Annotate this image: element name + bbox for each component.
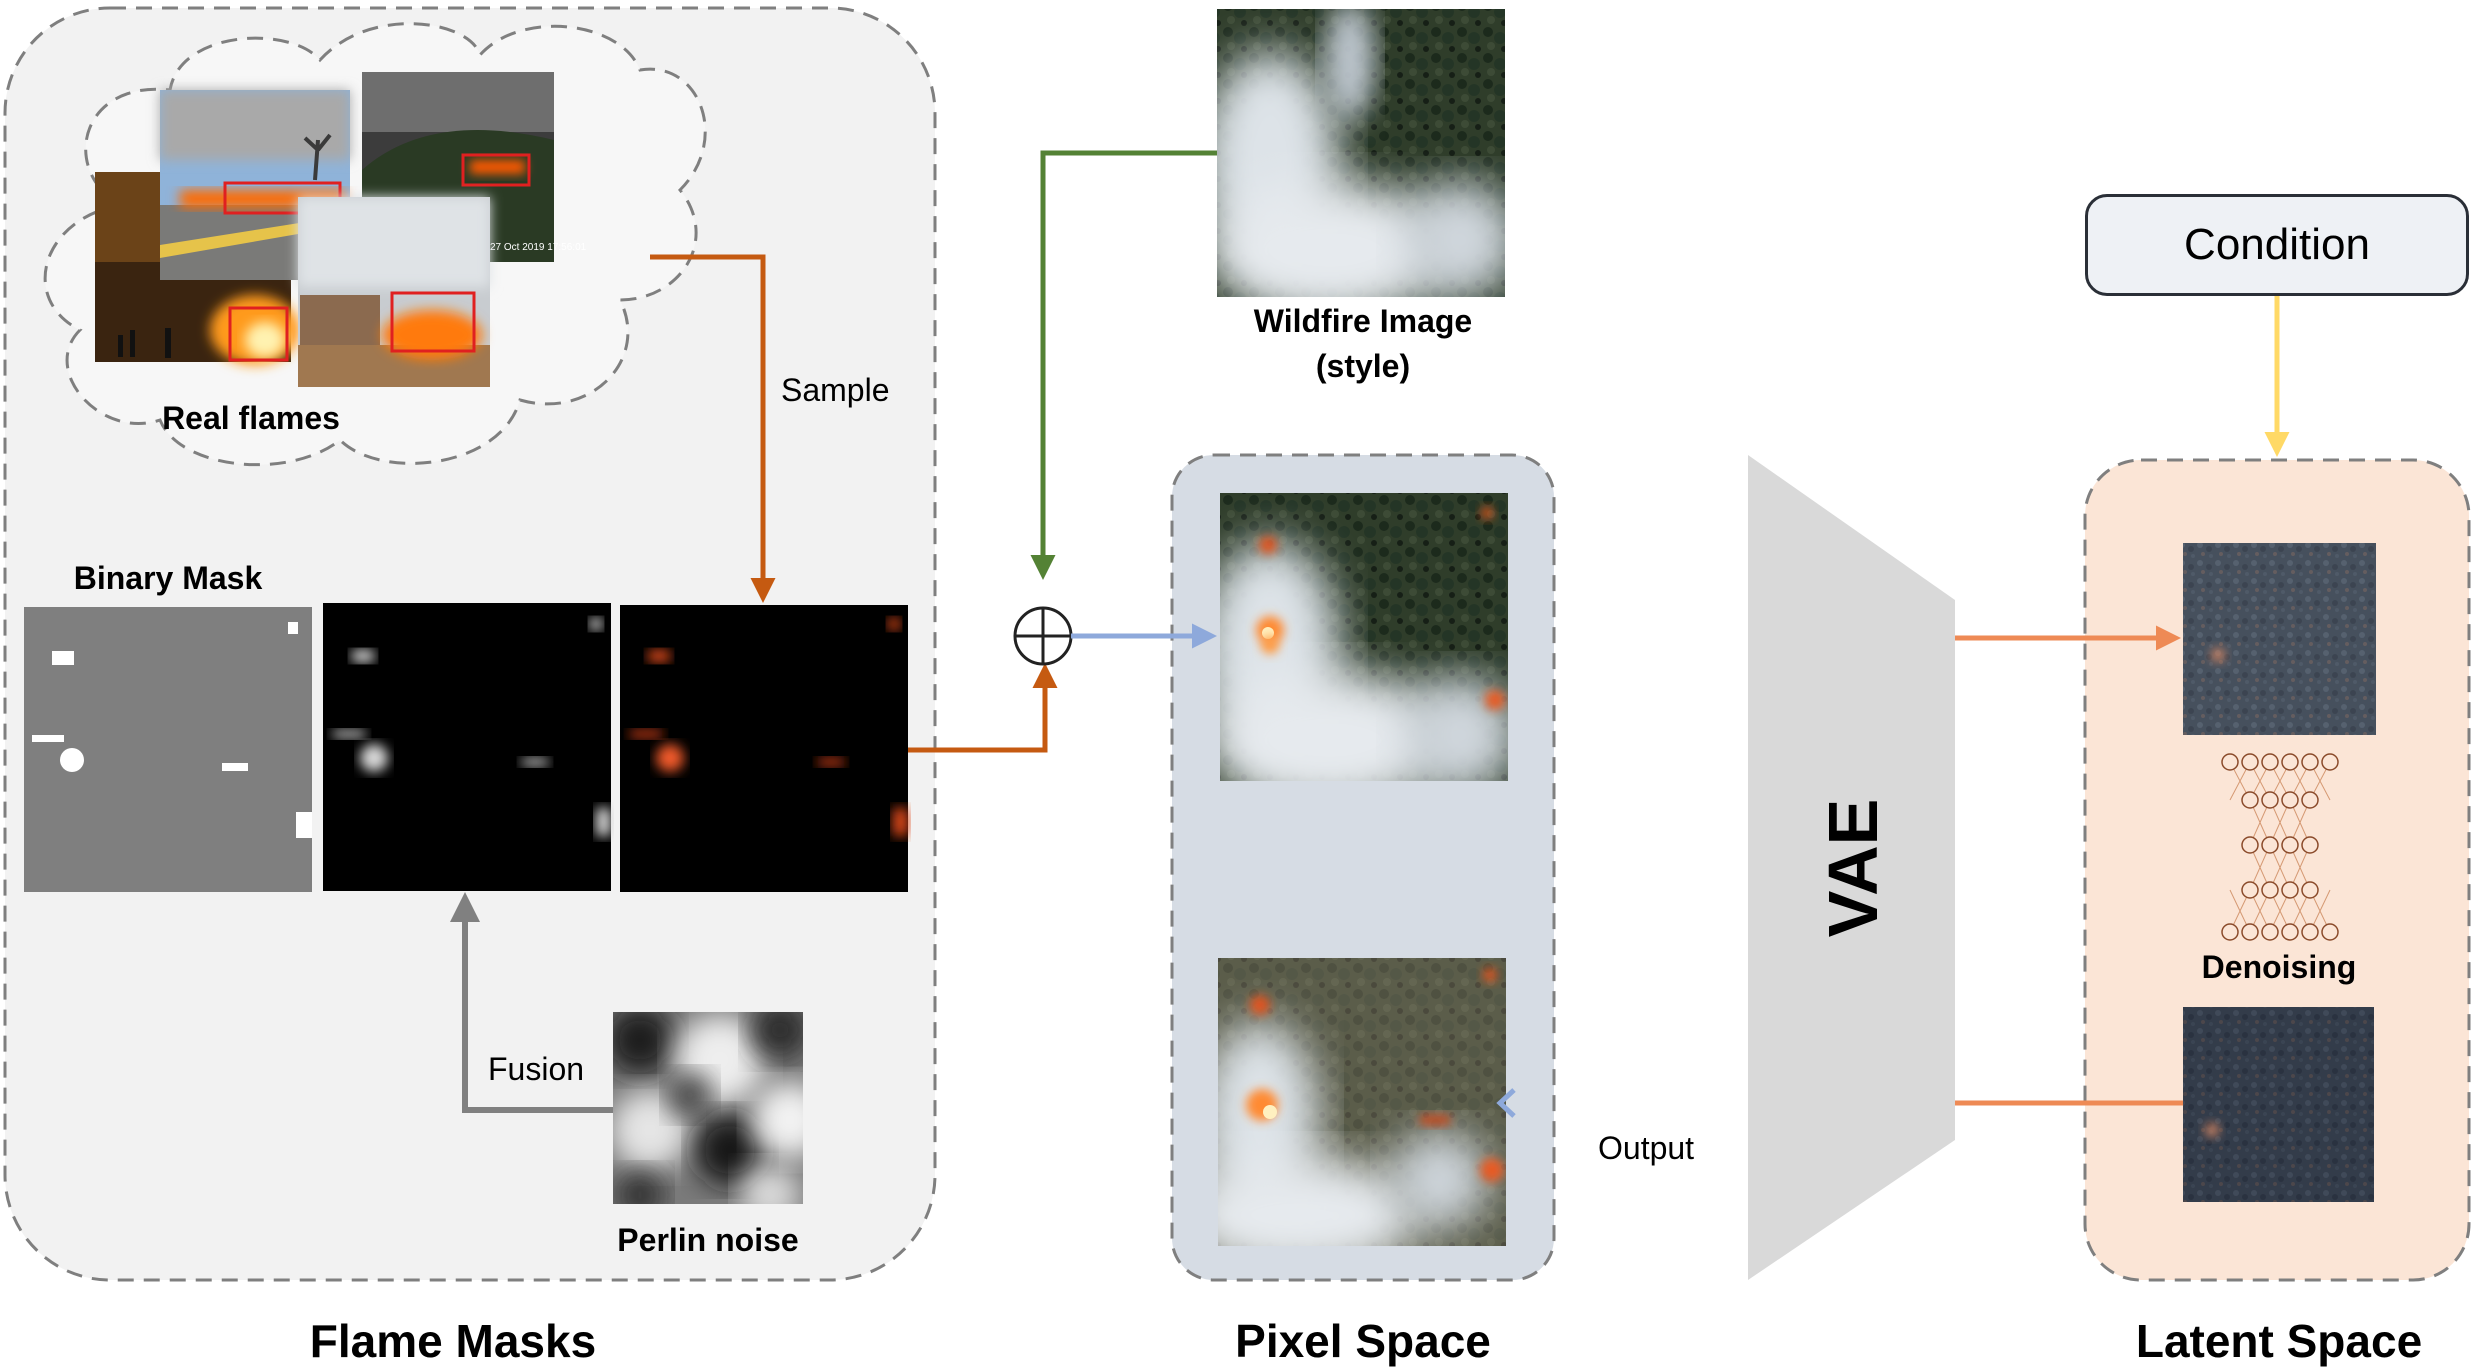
binary-mask-label: Binary Mask	[73, 560, 263, 596]
real-flames-label: Real flames	[162, 400, 340, 436]
flame-color-mask-image	[620, 605, 908, 892]
wildfire-image-label: Wildfire Image	[1253, 303, 1473, 339]
perlin-noise-image	[613, 1012, 803, 1204]
vae-block	[1748, 455, 1955, 1280]
flame-shape-mask-image	[323, 603, 611, 891]
wildfire-style-image	[1217, 9, 1505, 297]
output-label: Output	[1598, 1130, 1695, 1166]
pixel-input-image	[1220, 493, 1508, 781]
binary-mask-image	[24, 607, 312, 892]
sample-label: Sample	[781, 372, 890, 408]
condition-box: Condition	[2085, 194, 2469, 296]
photo-timestamp: 27 Oct 2019 17:56:01	[490, 242, 587, 253]
fusion-label: Fusion	[488, 1051, 585, 1087]
fusion-arrow	[450, 892, 613, 1113]
latent-output-image	[2183, 1007, 2374, 1202]
denoising-label: Denoising	[2201, 949, 2357, 985]
pixel-output-image	[1218, 958, 1506, 1246]
pixel-space-title: Pixel Space	[1235, 1315, 1491, 1367]
mask-to-fusion-arrow	[908, 663, 1058, 753]
latent-input-image	[2183, 543, 2376, 735]
flame-masks-title: Flame Masks	[309, 1315, 597, 1367]
latent-space-title: Latent Space	[2135, 1315, 2423, 1367]
sample-arrow	[650, 254, 776, 603]
condition-label: Condition	[2184, 220, 2370, 269]
output-arrow-head	[1496, 1088, 1516, 1118]
real-flame-photo-buildings	[298, 197, 490, 387]
style-to-fusion-arrow	[1030, 150, 1217, 580]
denoising-network-icon	[2221, 753, 2339, 941]
vae-label: VAE	[1814, 798, 1892, 938]
wildfire-style-sublabel: (style)	[1315, 348, 1411, 384]
fusion-node-icon	[1013, 606, 1073, 666]
perlin-noise-label: Perlin noise	[617, 1222, 799, 1258]
